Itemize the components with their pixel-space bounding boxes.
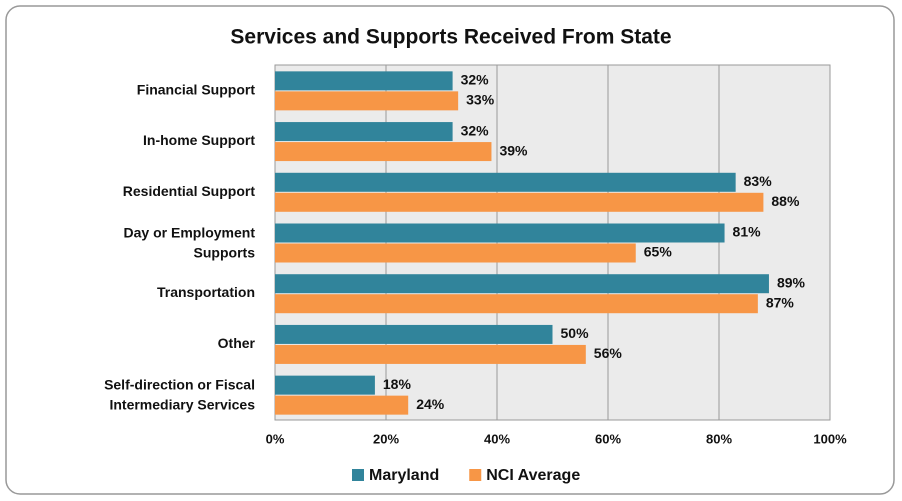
bar bbox=[275, 223, 725, 243]
x-tick-label: 100% bbox=[813, 431, 847, 446]
chart-title: Services and Supports Received From Stat… bbox=[230, 26, 671, 49]
x-tick-label: 40% bbox=[484, 431, 510, 446]
data-label: 24% bbox=[416, 396, 445, 412]
bar bbox=[275, 122, 453, 142]
y-tick-label-line: Day or Employment bbox=[124, 224, 256, 240]
bar bbox=[275, 324, 553, 344]
bar bbox=[275, 71, 453, 91]
data-label: 32% bbox=[461, 72, 490, 88]
y-tick-label-line: Residential Support bbox=[123, 182, 256, 198]
data-label: 32% bbox=[461, 122, 490, 138]
data-label: 39% bbox=[499, 142, 528, 158]
y-tick-label-line: Self-direction or Fiscal bbox=[104, 376, 255, 392]
bar bbox=[275, 294, 758, 314]
data-label: 18% bbox=[383, 376, 412, 392]
data-label: 89% bbox=[777, 274, 806, 290]
y-tick-label: Day or Employment Supports bbox=[124, 224, 256, 260]
y-tick-label-line: Supports bbox=[194, 244, 256, 260]
data-label: 56% bbox=[594, 345, 623, 361]
data-label: 83% bbox=[744, 173, 773, 189]
bar bbox=[275, 172, 736, 192]
y-tick-label: Self-direction or Fiscal Intermediary Ser… bbox=[104, 376, 255, 412]
bar bbox=[275, 192, 764, 212]
data-label: 33% bbox=[466, 92, 495, 108]
data-label: 88% bbox=[771, 193, 800, 209]
legend-label: NCI Average bbox=[486, 467, 580, 484]
y-tick-label-line: Intermediary Services bbox=[109, 396, 255, 412]
x-tick-label: 60% bbox=[595, 431, 621, 446]
bar bbox=[275, 243, 636, 263]
x-tick-label: 20% bbox=[373, 431, 399, 446]
y-tick-label: Transportation bbox=[157, 284, 255, 300]
y-tick-label-line: Financial Support bbox=[137, 81, 256, 97]
data-label: 50% bbox=[561, 325, 590, 341]
data-label: 81% bbox=[733, 224, 762, 240]
y-tick-label: Financial Support bbox=[137, 81, 256, 97]
legend-swatch bbox=[352, 469, 364, 481]
y-tick-label-line: Transportation bbox=[157, 284, 255, 300]
x-tick-label: 80% bbox=[706, 431, 732, 446]
x-tick-label: 0% bbox=[266, 431, 285, 446]
y-tick-label: Residential Support bbox=[123, 182, 256, 198]
bar bbox=[275, 142, 492, 162]
y-tick-label: In-home Support bbox=[143, 132, 255, 148]
data-label: 87% bbox=[766, 294, 795, 310]
y-tick-label-line: Other bbox=[218, 335, 256, 351]
bar bbox=[275, 344, 586, 364]
bar bbox=[275, 375, 375, 395]
y-tick-label-line: In-home Support bbox=[143, 132, 255, 148]
legend-swatch bbox=[469, 469, 482, 481]
data-label: 65% bbox=[644, 244, 673, 260]
y-tick-label: Other bbox=[218, 335, 256, 351]
legend-label: Maryland bbox=[369, 467, 439, 484]
bar bbox=[275, 395, 409, 415]
bar bbox=[275, 91, 459, 111]
bar bbox=[275, 274, 769, 294]
